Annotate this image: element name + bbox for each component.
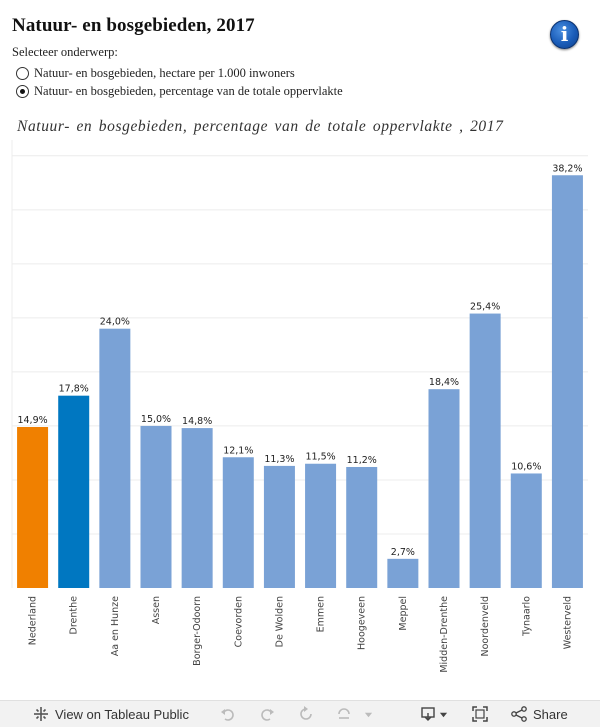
chart-grid	[11, 140, 588, 588]
undo-icon	[221, 709, 234, 721]
page-title: Natuur- en bosgebieden, 2017	[12, 15, 255, 36]
bar-assen[interactable]	[140, 425, 172, 588]
radio-button-checked-icon[interactable]	[16, 85, 29, 98]
chevron-down-icon	[439, 712, 448, 717]
category-label: Midden-Drenthe	[439, 596, 450, 673]
category-label: De Wolden	[274, 596, 285, 647]
category-label: Drenthe	[69, 596, 80, 635]
bar-value-label: 18,4%	[429, 377, 459, 388]
tableau-logo-icon	[34, 707, 48, 721]
category-label: Westerveld	[562, 596, 573, 649]
category-label: Tynaarlo	[521, 596, 532, 637]
bar-value-label: 11,3%	[264, 454, 294, 465]
select-topic-label: Selecteer onderwerp:	[12, 45, 118, 59]
bar-chart: 14,9% 17,8% 24,0% 15,0% 14,8% 12,1% 11,3% 11,5%…	[11, 140, 588, 673]
share-label: Share	[533, 706, 568, 722]
download-button[interactable]	[420, 706, 448, 722]
category-label: Noordenveld	[480, 596, 491, 657]
bar-midden-drenthe[interactable]	[428, 389, 460, 588]
share-icon	[511, 706, 527, 722]
bar-value-label: 25,4%	[470, 302, 500, 313]
bar-westerveld[interactable]	[551, 175, 583, 588]
radio-option-label: Natuur- en bosgebieden, hectare per 1.00…	[34, 66, 295, 80]
pause-updates-button[interactable]	[336, 706, 373, 722]
bar-value-label: 12,1%	[223, 445, 253, 456]
bar-value-label: 11,2%	[347, 455, 377, 466]
bar-value-label: 38,2%	[552, 163, 582, 174]
bar-meppel[interactable]	[387, 558, 419, 588]
radio-option-hectare[interactable]: Natuur- en bosgebieden, hectare per 1.00…	[16, 66, 295, 81]
bar-value-label: 14,8%	[182, 416, 212, 427]
bar-value-label: 15,0%	[141, 414, 171, 425]
redo-icon	[261, 709, 274, 721]
download-icon	[421, 707, 435, 721]
view-on-tableau-link[interactable]: View on Tableau Public	[33, 706, 189, 722]
bar-coevorden[interactable]	[222, 457, 254, 588]
redo-button[interactable]	[259, 706, 275, 722]
revert-icon	[300, 706, 312, 720]
undo-button[interactable]	[220, 706, 236, 722]
bar-noordenveld[interactable]	[469, 313, 501, 588]
radio-option-label: Natuur- en bosgebieden, percentage van d…	[34, 84, 343, 98]
chevron-down-icon	[364, 712, 373, 717]
category-label: Borger-Odoorn	[192, 596, 203, 666]
category-label: Assen	[151, 596, 162, 624]
view-on-tableau-label: View on Tableau Public	[55, 706, 189, 722]
category-label: Coevorden	[233, 596, 244, 647]
bar-value-label: 10,6%	[511, 461, 541, 472]
bar-value-label: 11,5%	[305, 452, 335, 463]
bar-borger-odoorn[interactable]	[181, 428, 213, 588]
info-icon[interactable]: i	[550, 20, 579, 49]
bar-tynaarlo[interactable]	[510, 473, 542, 588]
category-label: Aa en Hunze	[110, 596, 121, 656]
tableau-footer: View on Tableau Public Share	[0, 700, 600, 727]
category-label: Hoogeveen	[357, 596, 368, 650]
bar-drenthe[interactable]	[58, 395, 90, 588]
bar-aa-en-hunze[interactable]	[99, 328, 131, 588]
bar-hoogeveen[interactable]	[346, 466, 378, 588]
radio-option-percentage[interactable]: Natuur- en bosgebieden, percentage van d…	[16, 84, 343, 99]
fullscreen-icon	[472, 706, 488, 722]
chart-value-labels: 14,9% 17,8% 24,0% 15,0% 14,8% 12,1% 11,3% 11,5%…	[17, 163, 582, 558]
bar-nederland[interactable]	[17, 427, 49, 588]
radio-button-icon[interactable]	[16, 67, 29, 80]
fullscreen-button[interactable]	[472, 706, 488, 722]
bar-emmen[interactable]	[305, 463, 337, 588]
category-label: Emmen	[316, 596, 327, 632]
chart-bars	[17, 175, 583, 588]
category-label: Nederland	[28, 596, 39, 645]
revert-button[interactable]	[298, 706, 314, 722]
chart-title: Natuur- en bosgebieden, percentage van d…	[17, 118, 504, 135]
chart-category-labels: Nederland Drenthe Aa en Hunze Assen Borger-O…	[28, 596, 574, 673]
bar-value-label: 14,9%	[17, 415, 47, 426]
bar-de-wolden[interactable]	[263, 465, 295, 588]
bar-value-label: 2,7%	[391, 547, 415, 558]
share-button[interactable]: Share	[511, 706, 568, 722]
bar-value-label: 24,0%	[100, 317, 130, 328]
category-label: Meppel	[398, 596, 409, 631]
bar-value-label: 17,8%	[59, 384, 89, 395]
refresh-icon	[338, 708, 350, 719]
